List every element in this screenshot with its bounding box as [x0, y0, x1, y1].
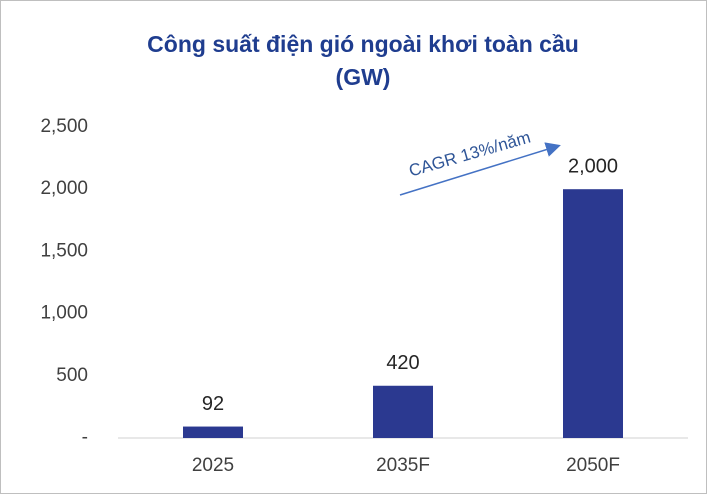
y-tick-label: 1,000	[40, 303, 88, 324]
cagr-arrow	[399, 142, 561, 196]
x-tick-label: 2050F	[566, 455, 620, 476]
x-tick-label: 2035F	[376, 455, 430, 476]
y-tick-label: -	[82, 427, 88, 448]
bar	[373, 385, 433, 438]
x-tick-label: 2025	[192, 455, 234, 476]
data-label: 92	[202, 393, 224, 415]
chart-title: Công suất điện gió ngoài khơi toàn cầu	[147, 31, 579, 57]
bar	[183, 426, 243, 438]
y-tick-label: 1,500	[40, 240, 88, 261]
y-tick-label: 2,500	[40, 116, 88, 137]
data-label: 2,000	[568, 155, 618, 177]
chart-title: (GW)	[336, 64, 391, 90]
y-tick-label: 500	[56, 365, 88, 386]
data-label: 420	[386, 352, 419, 374]
y-tick-label: 2,000	[40, 178, 88, 199]
bar	[563, 189, 623, 438]
